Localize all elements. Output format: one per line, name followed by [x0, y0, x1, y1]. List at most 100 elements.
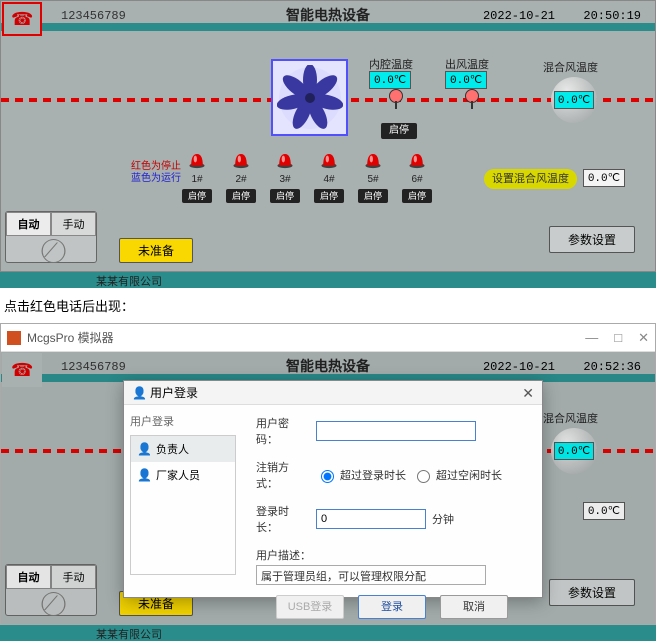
minimize-button[interactable]: —: [585, 330, 598, 346]
heater-lamp-row: 1# 启停 2# 启停 3# 启停 4# 启停 5# 启停: [181, 149, 433, 203]
param-settings-button[interactable]: 参数设置: [549, 226, 635, 253]
mode-tab-auto[interactable]: 自动: [6, 212, 51, 236]
alarm-lamp-icon: [363, 149, 383, 169]
dialog-left-panel: 用户登录 👤 负责人 👤 厂家人员: [124, 405, 242, 597]
lamp-startstop-button[interactable]: 启停: [402, 189, 432, 203]
mix-temp-value: 0.0℃: [554, 91, 594, 109]
user-list-item[interactable]: 👤 厂家人员: [131, 462, 235, 488]
fan-graphic: [271, 59, 348, 136]
lamp-label: 3#: [269, 174, 301, 185]
person-icon: 👤: [137, 442, 152, 456]
mode-selector: 自动 手动 ⟋⃝: [5, 211, 97, 263]
window-title: McgsPro 模拟器: [27, 329, 585, 346]
user-list-title: 用户登录: [130, 413, 236, 429]
phone-number: 123456789: [61, 9, 126, 23]
fan-startstop-button[interactable]: 启停: [381, 123, 417, 139]
radio-input[interactable]: [417, 470, 430, 483]
lamp-label: 1#: [181, 174, 213, 185]
header-bar: ☎ 123456789 智能电热设备 2022-10-21 20:50:19: [1, 1, 655, 23]
lamp-startstop-button[interactable]: 启停: [358, 189, 388, 203]
company-name-2: 某某有限公司: [96, 626, 162, 642]
maximize-button[interactable]: □: [614, 330, 622, 346]
mode-tab-manual[interactable]: 手动: [51, 212, 96, 236]
duration-input[interactable]: [316, 509, 426, 529]
person-icon: 👤: [137, 468, 152, 482]
simulator-window: McgsPro 模拟器 — □ ✕ ☎ 123456789 智能电热设备 202…: [0, 323, 656, 625]
outlet-gauge-icon: [465, 89, 479, 109]
phone-icon-2: ☎: [11, 360, 33, 381]
dialog-title: 用户登录: [150, 384, 198, 401]
set-mix-temp-label: 设置混合风温度: [484, 169, 577, 189]
heater-lamp-unit: 2# 启停: [225, 149, 257, 203]
footer-bar-2: 某某有限公司: [0, 625, 656, 641]
legend-blue: 蓝色为运行: [131, 173, 181, 184]
heater-lamp-unit: 3# 启停: [269, 149, 301, 203]
logout-radio-duration[interactable]: 超过登录时长: [316, 467, 406, 483]
alarm-lamp-icon: [231, 149, 251, 169]
logout-mode-label: 注销方式：: [256, 459, 310, 491]
lamp-startstop-button[interactable]: 启停: [182, 189, 212, 203]
lamp-startstop-button[interactable]: 启停: [270, 189, 300, 203]
logout-radio-idle[interactable]: 超过空闲时长: [412, 467, 502, 483]
user-desc-value: 属于管理员组，可以管理权限分配: [256, 565, 486, 585]
lamp-label: 5#: [357, 174, 389, 185]
lamp-label: 2#: [225, 174, 257, 185]
mix-temp-label: 混合风温度: [543, 59, 598, 75]
hmi-screen-with-dialog: ☎ 123456789 智能电热设备 2022-10-21 20:52:36 混…: [1, 352, 655, 624]
status-legend: 红色为停止 蓝色为运行: [131, 161, 181, 185]
heater-lamp-unit: 6# 启停: [401, 149, 433, 203]
caption-text: 点击红色电话后出现：: [0, 288, 665, 323]
usb-login-button[interactable]: USB登录: [276, 595, 344, 619]
date-display: 2022-10-21: [483, 9, 555, 23]
user-icon: 👤: [132, 386, 146, 400]
lamp-label: 6#: [401, 174, 433, 185]
time-display: 20:50:19: [583, 9, 641, 23]
user-list-item[interactable]: 👤 负责人: [131, 436, 235, 462]
radio-input[interactable]: [321, 470, 334, 483]
alarm-phone-button-2[interactable]: ☎: [2, 353, 42, 387]
set-mix-temp-value[interactable]: 0.0℃: [583, 169, 625, 187]
company-name: 某某有限公司: [96, 273, 162, 289]
radio-label: 超过空闲时长: [436, 467, 502, 483]
login-button[interactable]: 登录: [358, 595, 426, 619]
window-titlebar: McgsPro 模拟器 — □ ✕: [1, 324, 655, 352]
user-name: 厂家人员: [156, 467, 200, 483]
dialog-titlebar: 👤 用户登录 ✕: [124, 381, 542, 405]
close-button[interactable]: ✕: [638, 330, 649, 346]
alarm-phone-button[interactable]: ☎: [2, 2, 42, 36]
heater-lamp-unit: 1# 启停: [181, 149, 213, 203]
mix-temp-gauge: 0.0℃: [551, 77, 597, 123]
dialog-right-panel: 用户密码： 注销方式： 超过登录时长 超过空闲时长: [242, 405, 542, 597]
radio-label: 超过登录时长: [340, 467, 406, 483]
footer-bar-1: 某某有限公司: [0, 272, 656, 288]
lamp-label: 4#: [313, 174, 345, 185]
password-input[interactable]: [316, 421, 476, 441]
app-logo-icon: [7, 331, 21, 345]
dialog-close-button[interactable]: ✕: [522, 385, 534, 402]
hmi-screen-normal: ☎ 123456789 智能电热设备 2022-10-21 20:50:19 内…: [0, 0, 656, 272]
heater-lamp-unit: 4# 启停: [313, 149, 345, 203]
alarm-lamp-icon: [407, 149, 427, 169]
alarm-lamp-icon: [319, 149, 339, 169]
password-label: 用户密码：: [256, 415, 310, 447]
cancel-button[interactable]: 取消: [440, 595, 508, 619]
login-dialog: 👤 用户登录 ✕ 用户登录 👤 负责人 👤 厂家人员: [123, 380, 543, 598]
fan-icon: [277, 65, 343, 131]
cavity-temp-label: 内腔温度: [369, 56, 413, 72]
user-name: 负责人: [156, 441, 189, 457]
alarm-lamp-icon: [275, 149, 295, 169]
duration-unit: 分钟: [432, 511, 454, 527]
lamp-startstop-button[interactable]: 启停: [226, 189, 256, 203]
desc-label: 用户描述：: [256, 547, 528, 563]
duration-label: 登录时长：: [256, 503, 310, 535]
user-list: 👤 负责人 👤 厂家人员: [130, 435, 236, 575]
status-not-ready: 未准备: [119, 238, 193, 263]
switch-icon[interactable]: ⟋⃝: [44, 240, 58, 263]
cavity-temp-value: 0.0℃: [369, 71, 411, 89]
legend-red: 红色为停止: [131, 161, 181, 172]
outlet-temp-label: 出风温度: [445, 56, 489, 72]
page-title: 智能电热设备: [286, 5, 370, 25]
alarm-lamp-icon: [187, 149, 207, 169]
lamp-startstop-button[interactable]: 启停: [314, 189, 344, 203]
phone-icon: ☎: [11, 9, 33, 30]
